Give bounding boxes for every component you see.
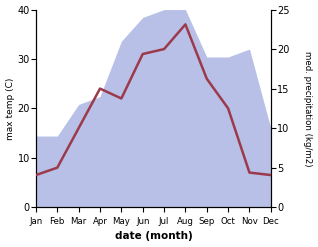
Y-axis label: med. precipitation (kg/m2): med. precipitation (kg/m2): [303, 51, 313, 166]
Y-axis label: max temp (C): max temp (C): [5, 77, 15, 140]
X-axis label: date (month): date (month): [114, 231, 192, 242]
